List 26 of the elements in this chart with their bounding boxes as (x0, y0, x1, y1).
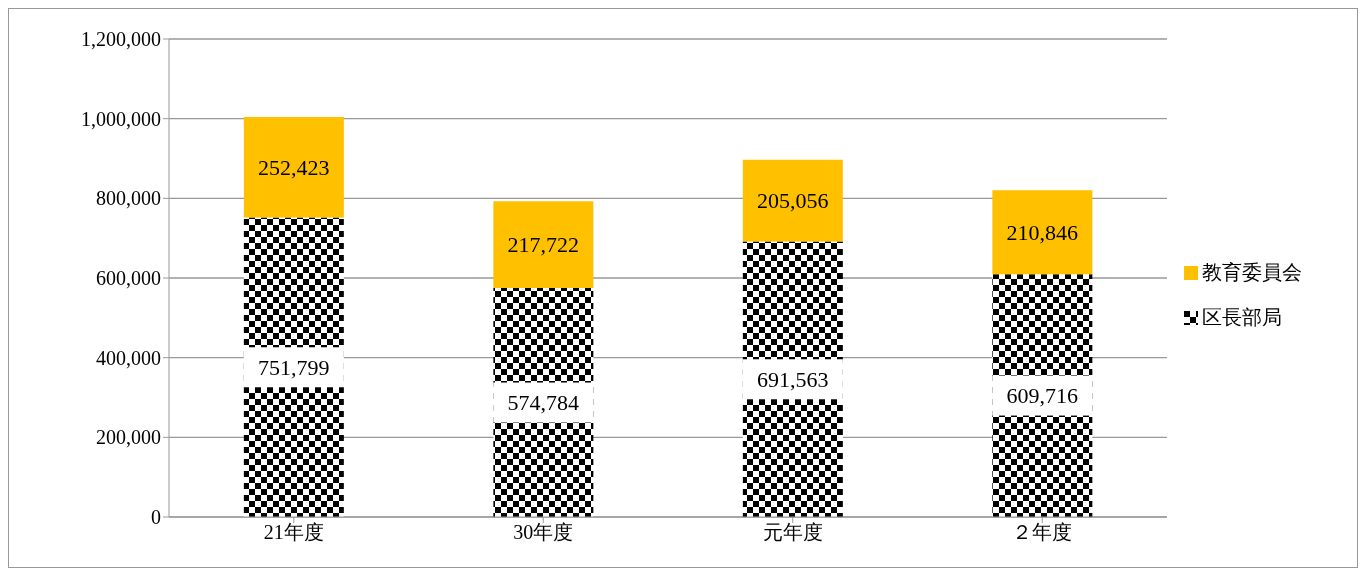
legend-label: 区長部局 (1202, 305, 1282, 330)
bar (243, 217, 344, 517)
x-tick-label: 30年度 (513, 521, 574, 544)
y-tick-label: 200,000 (96, 426, 161, 449)
bar (493, 201, 594, 289)
bar (243, 116, 344, 218)
data-label: 691,563 (757, 366, 829, 392)
data-label: 217,722 (507, 232, 580, 258)
y-tick-label: 1,200,000 (81, 28, 161, 51)
data-label: 205,056 (757, 188, 829, 214)
data-label: 210,846 (1006, 219, 1079, 245)
bar (742, 159, 843, 242)
data-label: 574,784 (507, 390, 580, 416)
y-tick-label: 400,000 (96, 346, 161, 369)
x-tick-label: 21年度 (263, 521, 324, 544)
legend-label: 教育委員会 (1202, 260, 1302, 285)
y-tick-label: 0 (151, 506, 161, 529)
y-tick-label: 1,000,000 (81, 107, 161, 130)
data-label: 252,423 (258, 154, 330, 180)
y-tick-label: 800,000 (96, 187, 161, 210)
x-tick-label: 元年度 (762, 521, 823, 544)
bar (992, 190, 1093, 275)
y-tick-label: 600,000 (96, 267, 161, 290)
data-label: 751,799 (258, 354, 330, 380)
x-tick-label: ２年度 (1012, 521, 1073, 544)
data-label: 609,716 (1006, 383, 1079, 409)
